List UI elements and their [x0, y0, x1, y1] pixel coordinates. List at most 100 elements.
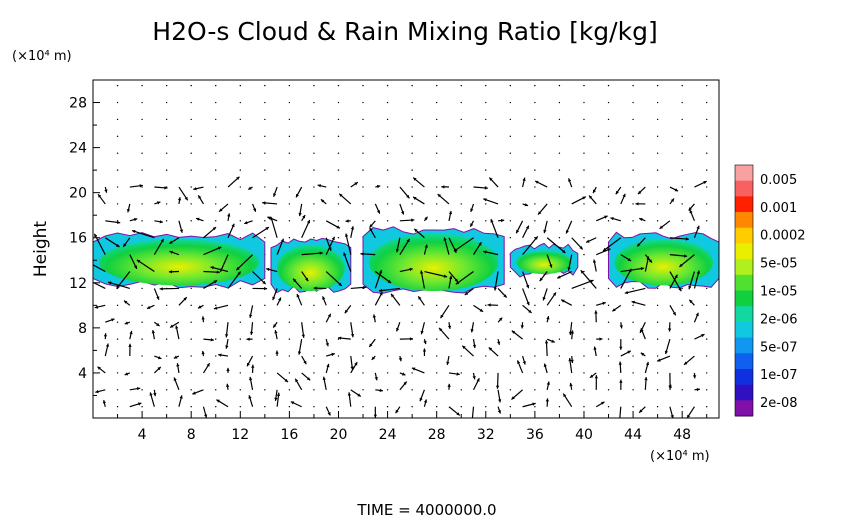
grid-dot	[558, 84, 561, 87]
wind-arrow-head	[220, 268, 224, 272]
wind-arrow-head	[206, 363, 210, 367]
wind-arrow-head	[455, 281, 460, 285]
wind-arrow-head	[227, 213, 231, 217]
grid-dot	[607, 338, 610, 340]
grid-dot	[337, 203, 340, 205]
grid-dot	[386, 406, 389, 408]
wind-arrow-head	[345, 219, 349, 223]
wind-arrow-shaft	[620, 267, 645, 273]
wind-arrow-shaft	[494, 271, 499, 291]
wind-arrow-head	[449, 275, 453, 280]
grid-dot	[509, 338, 512, 340]
grid-dot	[337, 372, 340, 374]
grid-dot	[435, 338, 438, 340]
grid-dot	[313, 118, 315, 121]
grid-dot	[239, 237, 241, 239]
wind-arrow-head	[136, 259, 141, 263]
grid-dot	[607, 135, 610, 138]
wind-arrow-head	[303, 360, 307, 365]
wind-arrow-head	[322, 296, 326, 300]
wind-arrow-head	[602, 301, 606, 305]
grid-dot	[288, 389, 291, 391]
colorbar-swatch	[735, 196, 753, 213]
grid-dot	[460, 304, 462, 307]
grid-dot	[411, 389, 413, 391]
wind-arrow-head	[210, 338, 214, 342]
wind-arrow-head	[470, 329, 474, 333]
grid-dot	[681, 118, 683, 121]
wind-arrow-head	[420, 270, 424, 274]
wind-arrow-head	[184, 196, 188, 201]
wind-arrow-head	[179, 395, 183, 399]
grid-dot	[460, 152, 462, 154]
grid-dot	[313, 304, 315, 307]
wind-arrow-head	[497, 341, 501, 345]
grid-dot	[485, 287, 487, 290]
grid-dot	[460, 84, 462, 87]
grid-dot	[239, 135, 241, 138]
grid-dot	[632, 135, 634, 138]
grid-dot	[706, 118, 708, 121]
grid-dot	[509, 287, 512, 290]
wind-arrow-head	[679, 263, 683, 267]
grid-dot	[509, 203, 512, 205]
wind-arrow-shaft	[679, 254, 695, 268]
grid-dot	[362, 135, 364, 138]
grid-dot	[239, 220, 241, 222]
grid-dot	[632, 304, 634, 307]
wind-arrow-head	[336, 225, 340, 229]
colorbar-swatch	[735, 243, 753, 260]
wind-arrow-head	[301, 334, 305, 338]
grid-dot	[288, 169, 291, 171]
grid-dot	[583, 169, 585, 171]
grid-dot	[313, 203, 315, 205]
wind-arrow-head	[327, 412, 331, 416]
grid-dot	[435, 101, 438, 104]
wind-arrow-head	[170, 324, 174, 328]
wind-arrow-head	[201, 350, 205, 355]
wind-arrow-head	[403, 381, 407, 385]
wind-arrow-head	[126, 209, 131, 213]
grid-dot	[460, 406, 462, 408]
grid-dot	[485, 169, 487, 171]
grid-dot	[165, 118, 168, 121]
grid-dot	[460, 355, 462, 357]
grid-dot	[386, 321, 389, 323]
wind-arrow-head	[217, 246, 222, 250]
wind-arrow-head	[594, 310, 598, 314]
wind-arrow-head	[615, 190, 619, 195]
cloud-layer-core	[276, 244, 345, 292]
wind-arrow-head	[379, 288, 383, 293]
grid-dot	[116, 372, 119, 374]
wind-arrow-head	[568, 331, 573, 335]
grid-dot	[165, 84, 168, 87]
wind-arrow-head	[472, 376, 476, 380]
grid-dot	[534, 101, 536, 104]
wind-arrow-head	[590, 374, 594, 378]
wind-arrow-head	[360, 252, 364, 256]
wind-arrow-head	[526, 284, 530, 289]
grid-dot	[190, 321, 192, 323]
wind-arrow-head	[296, 293, 300, 298]
colorbar-label: 5e-07	[760, 340, 798, 355]
grid-dot	[337, 304, 340, 307]
wind-arrow-shaft	[235, 254, 253, 271]
wind-arrow-head	[544, 340, 549, 344]
wind-arrow-head	[387, 279, 392, 283]
grid-dot	[706, 101, 708, 104]
colorbar-label: 2e-06	[760, 312, 798, 327]
grid-dot	[583, 372, 585, 374]
wind-arrow-head	[534, 236, 538, 240]
grid-dot	[362, 338, 364, 340]
grid-dot	[386, 203, 389, 205]
grid-dot	[141, 186, 143, 188]
grid-dot	[190, 152, 192, 154]
wind-arrow-head	[273, 193, 277, 197]
grid-dot	[215, 338, 217, 340]
wind-arrow-head	[147, 305, 151, 309]
grid-dot	[362, 186, 364, 188]
wind-arrow-shaft	[227, 271, 242, 289]
grid-dot	[534, 84, 536, 87]
wind-arrow-head	[593, 189, 596, 193]
grid-dot	[362, 287, 364, 290]
